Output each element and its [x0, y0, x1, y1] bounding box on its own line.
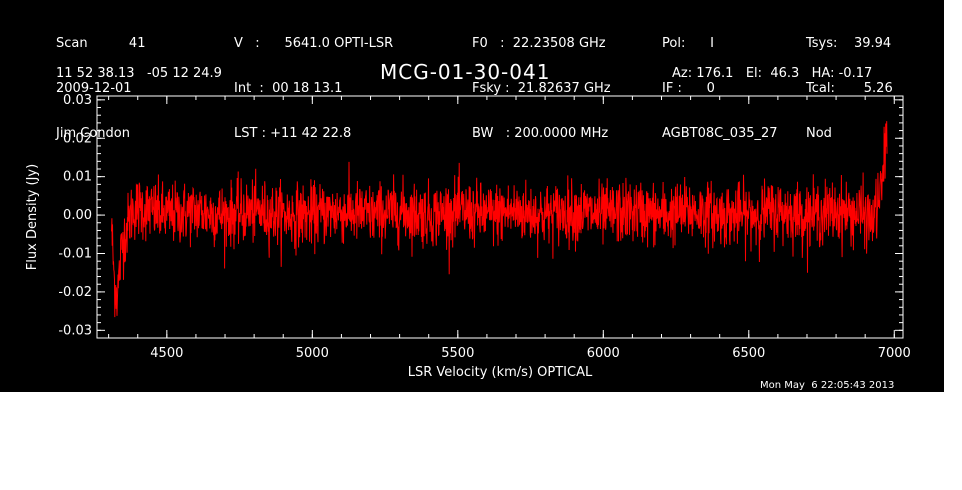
y-tick-label: 0.02 — [63, 131, 92, 146]
x-tick-label: 5500 — [441, 346, 474, 361]
header-date: 2009-12-01 — [56, 81, 132, 96]
x-axis-label: LSR Velocity (km/s) OPTICAL — [408, 365, 593, 380]
y-tick-label: -0.03 — [58, 323, 92, 338]
x-tick-label: 4500 — [150, 346, 183, 361]
plot-timestamp: Mon May 6 22:05:43 2013 — [760, 380, 895, 391]
header-lst: LST : +11 42 22.8 — [234, 126, 352, 141]
y-axis-label: Flux Density (Jy) — [25, 164, 40, 270]
header-velocity: V : 5641.0 OPTI-LSR — [234, 36, 394, 51]
header-project: AGBT08C_035_27 — [662, 126, 778, 141]
y-tick-label: -0.01 — [58, 246, 92, 261]
header-col-tsys: Tsys: 39.94 Tcal: 5.26 Nod — [806, 6, 893, 171]
spectrum-line — [111, 121, 888, 318]
source-name: MCG-01-30-041 — [380, 60, 551, 84]
plot-frame — [96, 95, 904, 339]
x-tick-label: 6000 — [587, 346, 620, 361]
header-coordinates: 11 52 38.13 -05 12 24.9 — [56, 66, 222, 81]
header-col-velocity: V : 5641.0 OPTI-LSR Int : 00 18 13.1 LST… — [234, 6, 393, 171]
header-tsys: Tsys: 39.94 — [806, 36, 892, 51]
header-bw: BW : 200.0000 MHz — [472, 126, 609, 141]
header-az-el-ha: Az: 176.1 El: 46.3 HA: -0.17 — [672, 66, 873, 81]
header-mode: Nod — [806, 126, 832, 141]
header-integration: Int : 00 18 13.1 — [234, 81, 343, 96]
y-tick-label: -0.02 — [58, 285, 92, 300]
x-tick-label: 6500 — [732, 346, 765, 361]
y-tick-label: 0.01 — [63, 170, 92, 185]
x-tick-label: 5000 — [296, 346, 329, 361]
header-tcal: Tcal: 5.26 — [806, 81, 893, 96]
spectrum-chart: -0.03 -0.02 -0.01 0.00 0.01 0.02 0.03 4500 5000 5… — [25, 93, 911, 380]
header-col-frequency: F0 : 22.23508 GHz Fsky : 21.82637 GHz BW… — [472, 6, 611, 171]
header-f0: F0 : 22.23508 GHz — [472, 36, 606, 51]
header-pol: Pol: I — [662, 36, 714, 51]
header-fsky: Fsky : 21.82637 GHz — [472, 81, 611, 96]
y-tick-label: 0.00 — [63, 208, 92, 223]
header-col-pol: Pol: I IF : 0 AGBT08C_035_27 — [662, 6, 778, 171]
header-observer: Jim Condon — [56, 126, 130, 141]
header-scan: Scan 41 — [56, 36, 146, 51]
header-col-scan: Scan 41 2009-12-01 Jim Condon — [56, 6, 145, 171]
y-tick-label: 0.03 — [63, 93, 92, 108]
x-tick-label: 7000 — [878, 346, 911, 361]
header-if: IF : 0 — [662, 81, 715, 96]
